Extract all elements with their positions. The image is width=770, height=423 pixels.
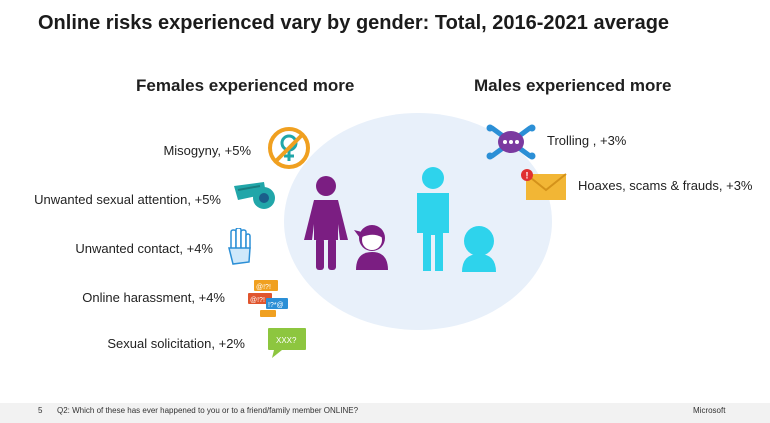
venus-no-icon — [268, 127, 310, 169]
boy-figure-icon — [462, 226, 496, 272]
man-figure-icon — [417, 167, 449, 271]
woman-figure-icon — [304, 176, 348, 270]
chat-bubbles-icon: @!?! @!?! !?*@ — [248, 280, 288, 317]
xxx-text: XXX? — [276, 336, 297, 345]
skull-crossbones-icon — [486, 124, 536, 160]
brand-label: Microsoft — [693, 406, 726, 415]
page-title: Online risks experienced vary by gender:… — [38, 12, 670, 34]
female-item-sexual-attention: Unwanted sexual attention, +5% — [34, 192, 221, 207]
male-item-trolling: Trolling , +3% — [547, 133, 627, 148]
footer-bar — [0, 403, 770, 423]
harass-text-3: !?*@ — [268, 302, 284, 309]
female-item-online-harassment: Online harassment, +4% — [82, 290, 225, 305]
envelope-alert-icon: ! — [521, 169, 567, 200]
female-item-misogyny: Misogyny, +5% — [163, 143, 251, 158]
hand-stop-icon — [228, 228, 251, 265]
footer-question: Q2: Which of these has ever happened to … — [57, 406, 359, 415]
girl-figure-icon — [354, 225, 388, 270]
alert-text: ! — [526, 171, 529, 181]
whistle-icon — [234, 182, 275, 209]
harass-text-2: @!?! — [250, 297, 265, 304]
female-item-sexual-solicitation: Sexual solicitation, +2% — [107, 336, 245, 351]
xxx-bubble-icon: XXX? — [268, 328, 306, 358]
males-heading: Males experienced more — [474, 76, 672, 95]
male-item-hoaxes: Hoaxes, scams & frauds, +3% — [578, 178, 753, 193]
female-item-unwanted-contact: Unwanted contact, +4% — [75, 241, 213, 256]
harass-text-1: @!?! — [256, 284, 271, 291]
females-heading: Females experienced more — [136, 76, 355, 95]
page-number: 5 — [38, 406, 43, 415]
